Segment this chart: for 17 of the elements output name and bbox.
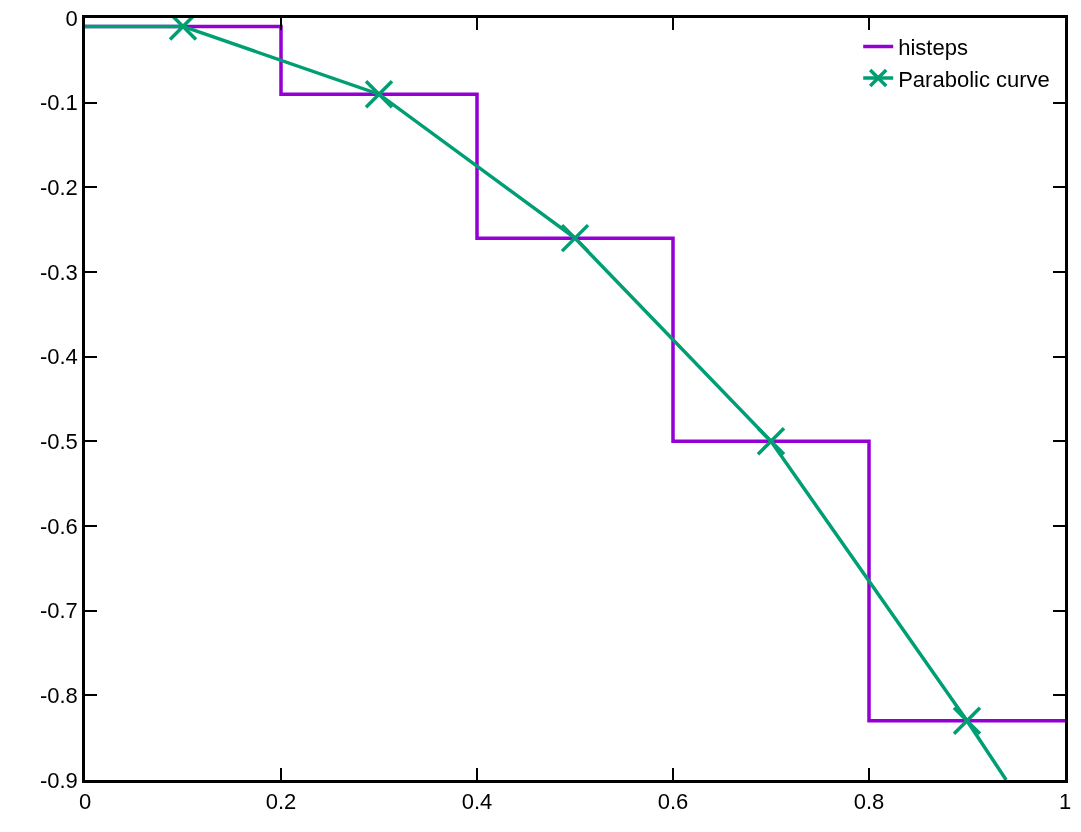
x-tick-label: 1	[1058, 789, 1072, 815]
legend-label: Parabolic curve	[898, 66, 1050, 92]
y-tick-label: -0.2	[39, 175, 78, 201]
y-tick-label: -0.1	[39, 90, 78, 116]
y-tick-label: -0.7	[39, 598, 78, 624]
y-tick-label: 0	[65, 5, 78, 31]
legend-label: histeps	[898, 35, 968, 60]
y-tick-label: -0.4	[39, 344, 78, 370]
x-tick-label: 0.8	[853, 789, 885, 815]
y-tick-label: -0.9	[39, 767, 78, 793]
y-tick-label: -0.8	[39, 683, 78, 709]
x-tick-label: 0.6	[657, 789, 689, 815]
y-tick-label: -0.5	[39, 429, 78, 455]
x-tick-label: 0.2	[265, 789, 297, 815]
y-tick-label: -0.6	[39, 513, 78, 539]
y-tick-label: -0.3	[39, 259, 78, 285]
x-tick-label: 0.4	[461, 789, 493, 815]
